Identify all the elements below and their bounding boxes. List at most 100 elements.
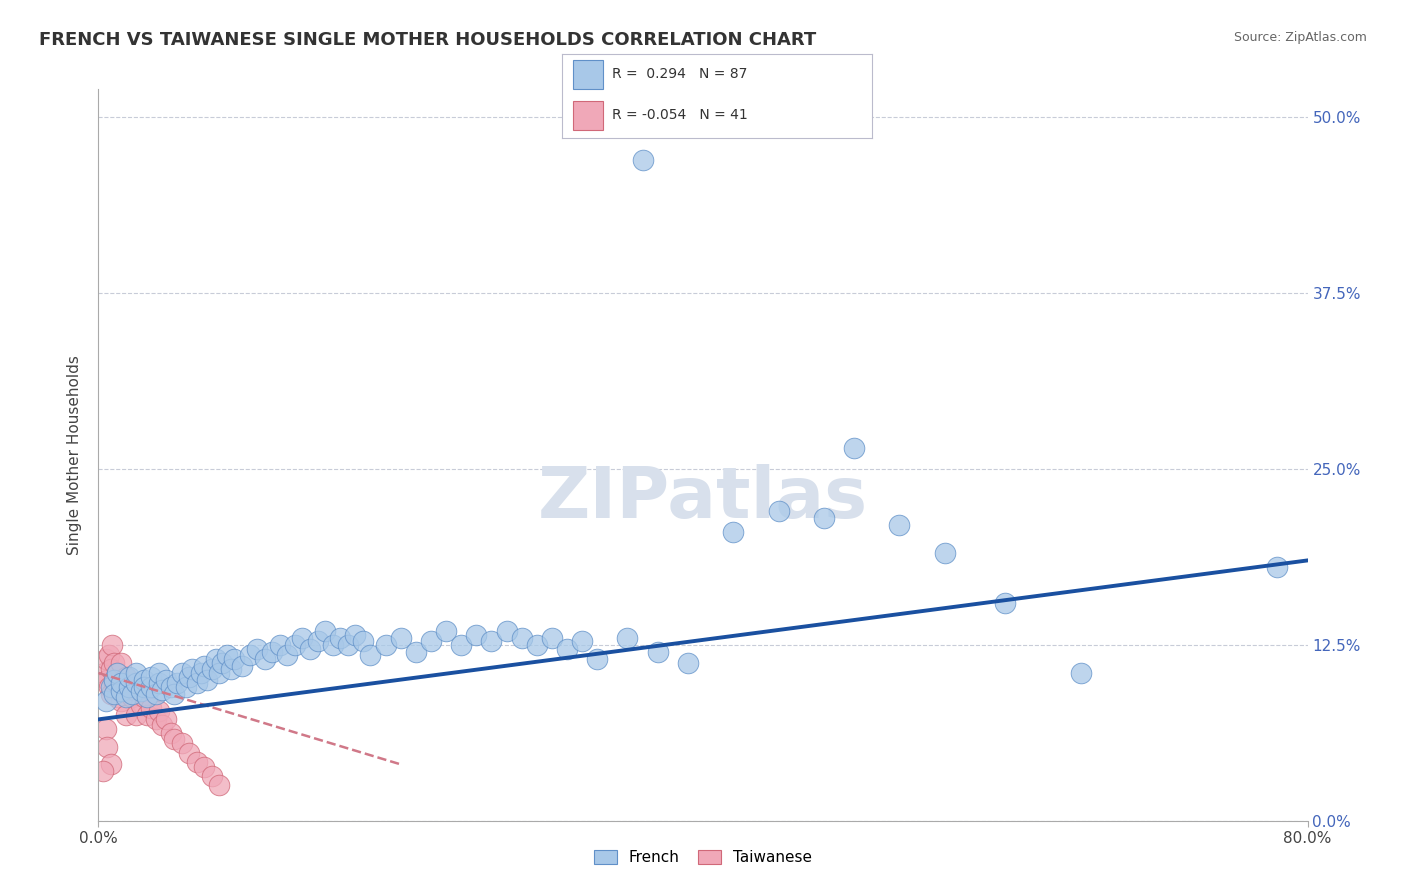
Point (540, 631, 562, 645)
Point (129, 684, 152, 698)
Point (98, 648, 121, 662)
Point (208, 665, 231, 680)
Point (374, 638, 396, 652)
Point (150, 682, 173, 697)
Point (291, 631, 314, 645)
Point (96, 740, 118, 755)
Point (465, 628, 488, 642)
Point (94, 694, 117, 708)
Point (98, 680, 121, 694)
Point (160, 680, 183, 694)
Text: FRENCH VS TAIWANESE SINGLE MOTHER HOUSEHOLDS CORRELATION CHART: FRENCH VS TAIWANESE SINGLE MOTHER HOUSEH… (39, 31, 817, 49)
Point (307, 633, 329, 648)
Point (155, 712, 177, 726)
Point (193, 659, 215, 673)
Point (118, 680, 141, 694)
Point (179, 746, 201, 760)
Point (526, 638, 548, 652)
Point (103, 675, 125, 690)
Point (420, 633, 443, 648)
Point (135, 708, 157, 723)
Point (322, 638, 344, 652)
Point (481, 633, 503, 648)
Point (163, 732, 186, 747)
Point (141, 670, 163, 684)
Point (221, 662, 243, 676)
Point (174, 680, 197, 694)
Point (314, 624, 336, 638)
Point (93, 665, 115, 680)
Point (586, 652, 609, 666)
Point (193, 760, 215, 774)
Point (208, 779, 231, 793)
Point (195, 673, 218, 687)
Point (262, 645, 284, 659)
Point (336, 638, 359, 652)
Bar (574, 101, 603, 130)
Point (239, 648, 262, 662)
Point (94, 723, 117, 737)
Point (118, 670, 141, 684)
Point (299, 642, 322, 657)
Point (170, 665, 193, 680)
Point (510, 631, 533, 645)
Point (269, 638, 291, 652)
Text: R = -0.054   N = 41: R = -0.054 N = 41 (612, 108, 748, 121)
Point (145, 712, 167, 726)
Point (125, 665, 148, 680)
Point (110, 675, 132, 690)
Y-axis label: Single Mother Households: Single Mother Households (67, 355, 83, 555)
Point (352, 633, 374, 648)
Text: R =  0.294   N = 87: R = 0.294 N = 87 (612, 67, 747, 81)
Point (211, 656, 233, 670)
Point (94, 652, 117, 666)
Point (100, 662, 122, 676)
Point (108, 680, 131, 694)
Point (132, 680, 155, 694)
Point (100, 680, 122, 694)
Point (201, 769, 224, 783)
Point (405, 645, 427, 659)
Point (166, 675, 188, 690)
Point (141, 680, 163, 694)
Point (101, 638, 124, 652)
Point (768, 504, 790, 518)
Point (100, 687, 122, 701)
Point (110, 684, 132, 698)
Point (631, 153, 654, 167)
Point (1070, 665, 1092, 680)
Point (360, 648, 382, 662)
Point (495, 624, 517, 638)
Point (889, 518, 911, 533)
Point (190, 665, 212, 680)
Point (110, 656, 132, 670)
Point (125, 708, 148, 723)
Point (276, 648, 298, 662)
Point (253, 652, 276, 666)
Point (186, 755, 208, 769)
Point (160, 726, 183, 740)
Point (132, 673, 155, 687)
Point (125, 684, 148, 698)
Legend: French, Taiwanese: French, Taiwanese (588, 844, 818, 871)
Bar (574, 61, 603, 89)
Point (676, 656, 699, 670)
Point (155, 673, 177, 687)
Point (114, 690, 136, 704)
Text: Source: ZipAtlas.com: Source: ZipAtlas.com (1233, 31, 1367, 45)
Point (205, 652, 228, 666)
Point (616, 631, 638, 645)
Point (100, 757, 122, 772)
Point (186, 675, 208, 690)
Point (105, 665, 128, 680)
Point (231, 659, 253, 673)
Point (934, 546, 956, 560)
Point (118, 680, 141, 694)
Point (647, 645, 669, 659)
Point (224, 652, 246, 666)
Point (329, 631, 352, 645)
Point (150, 718, 173, 732)
Point (103, 673, 125, 687)
Point (96, 673, 118, 687)
Point (129, 698, 152, 713)
